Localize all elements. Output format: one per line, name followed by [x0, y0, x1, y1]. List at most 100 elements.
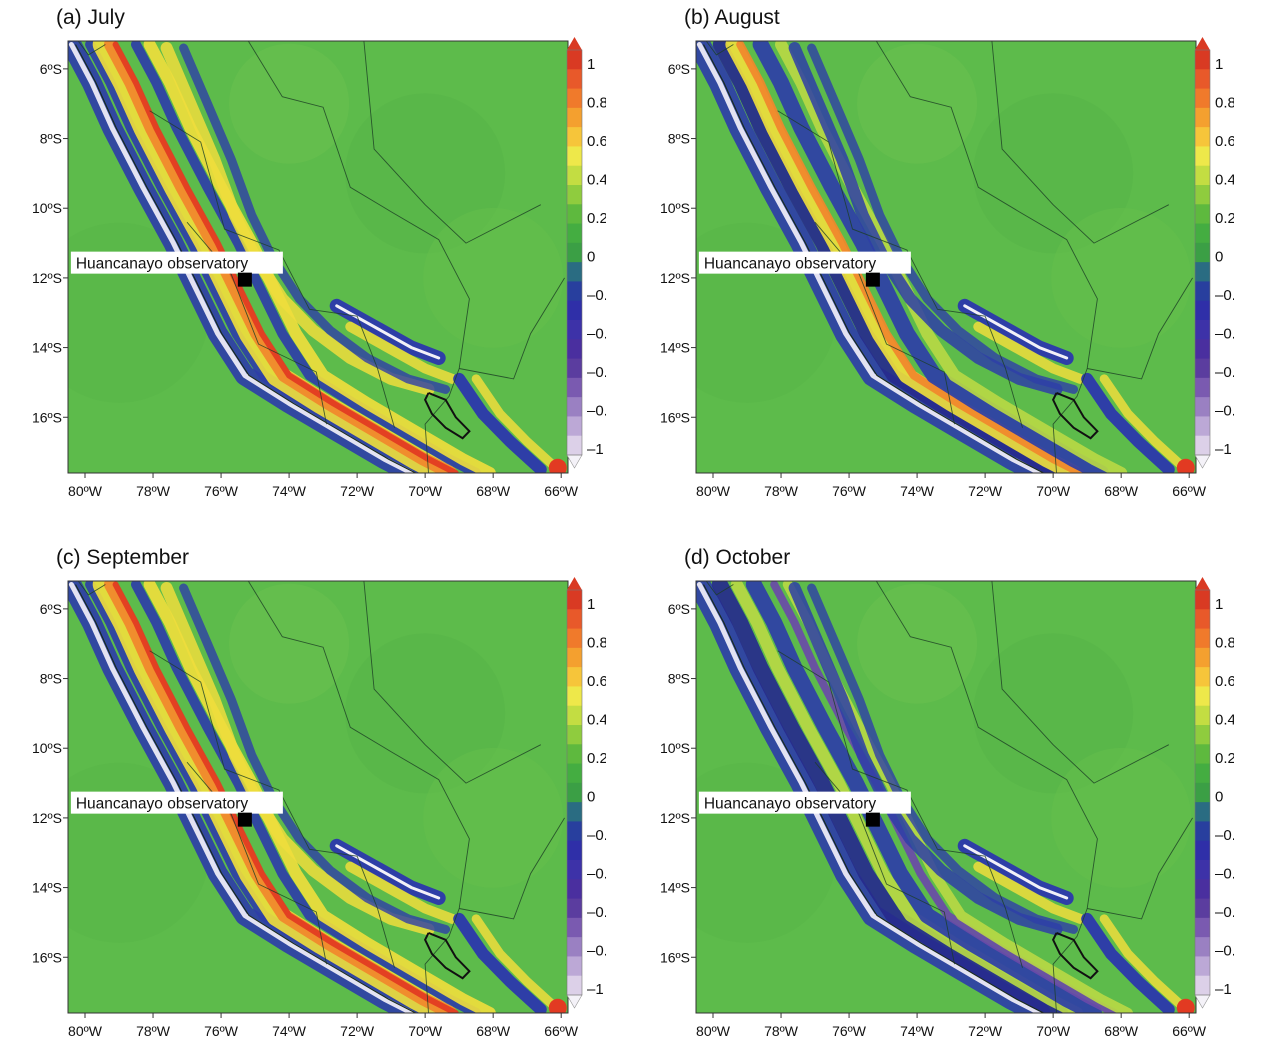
colorbar-top-arrow [567, 577, 582, 590]
colorbar-segment [1195, 436, 1210, 456]
colorbar-segment [1195, 783, 1210, 803]
colorbar-label: 0.4 [587, 172, 606, 189]
colorbar-segment [1195, 725, 1210, 745]
map-svg: 80ºW 78ºW 76ºW 74ºW 72ºW 70ºW 68ºW 66ºW6ºS8ºS10… [634, 544, 1234, 1054]
colorbar-label: –1 [587, 441, 604, 458]
colorbar-segment [567, 609, 582, 629]
map-svg: 80ºW 78ºW 76ºW 74ºW 72ºW 70ºW 68ºW 66ºW6ºS8ºS10… [634, 4, 1234, 514]
lon-tick-label: 72ºW [340, 483, 375, 499]
colorbar-segment [567, 436, 582, 456]
map-svg: 80ºW 78ºW 76ºW 74ºW 72ºW 70ºW 68ºW 66ºW6ºS8ºS10… [6, 544, 606, 1054]
colorbar-segment [1195, 802, 1210, 822]
field-patch [229, 584, 349, 704]
lon-tick-label: 78ºW [764, 1023, 799, 1039]
colorbar-segment [567, 937, 582, 957]
lon-tick-label: 80ºW [68, 483, 103, 499]
colorbar-segment [567, 320, 582, 340]
colorbar-segment [1195, 224, 1210, 244]
lon-tick-label: 70ºW [408, 1023, 443, 1039]
colorbar-label: 0.8 [1215, 95, 1234, 112]
field-patch [857, 584, 977, 704]
lat-tick-label: 10ºS [32, 740, 62, 756]
colorbar-label: 0 [1215, 789, 1223, 806]
lat-tick-label: 6ºS [40, 601, 62, 617]
lon-tick-label: 70ºW [1036, 483, 1071, 499]
observatory-label: Huancanayo observatory [704, 796, 877, 813]
colorbar-label: –0.2 [1215, 827, 1234, 844]
observatory-marker [238, 273, 252, 287]
colorbar-segment [567, 744, 582, 764]
lon-tick-label: 76ºW [204, 1023, 239, 1039]
colorbar-label: –0.4 [587, 866, 606, 883]
colorbar-label: 0.2 [1215, 750, 1234, 767]
lat-tick-label: 14ºS [660, 340, 690, 356]
lon-tick-label: 66ºW [544, 1023, 579, 1039]
lat-tick-label: 10ºS [32, 200, 62, 216]
colorbar-bottom-arrow [1195, 455, 1210, 468]
lon-tick-label: 66ºW [1172, 1023, 1207, 1039]
lon-tick-label: 68ºW [476, 483, 511, 499]
colorbar-segment [1195, 744, 1210, 764]
field-patch [229, 44, 349, 164]
map-panel-october: 80ºW 78ºW 76ºW 74ºW 72ºW 70ºW 68ºW 66ºW 6ºS 8ºS 10… [634, 544, 1234, 1054]
colorbar-segment [1195, 976, 1210, 996]
colorbar-label: 0 [1215, 249, 1223, 266]
colorbar-segment [1195, 262, 1210, 282]
colorbar-segment [567, 976, 582, 996]
lat-tick-label: 8ºS [40, 671, 62, 687]
colorbar-segment [1195, 956, 1210, 976]
lat-tick-label: 16ºS [32, 949, 62, 965]
colorbar-label: 0.4 [587, 712, 606, 729]
colorbar-segment [567, 243, 582, 263]
anomaly-hotspot [549, 999, 567, 1017]
colorbar-segment [1195, 204, 1210, 224]
colorbar-segment [567, 648, 582, 668]
colorbar-segment [1195, 590, 1210, 610]
colorbar-segment [567, 821, 582, 841]
colorbar-segment [567, 108, 582, 128]
colorbar-segment [1195, 89, 1210, 109]
panel-title: (a) July [56, 6, 125, 30]
lat-tick-label: 8ºS [668, 671, 690, 687]
colorbar-label: –0.8 [1215, 403, 1234, 420]
colorbar-label: 1 [587, 596, 595, 613]
colorbar-label: 1 [1215, 56, 1223, 73]
anomaly-hotspot [1177, 459, 1195, 477]
colorbar-segment [1195, 108, 1210, 128]
colorbar-label: –1 [1215, 441, 1232, 458]
colorbar-segment [567, 378, 582, 398]
colorbar-segment [567, 166, 582, 186]
lat-tick-label: 16ºS [660, 949, 690, 965]
colorbar-label: 0.6 [587, 673, 606, 690]
lon-tick-label: 72ºW [968, 1023, 1003, 1039]
colorbar-segment [1195, 50, 1210, 70]
colorbar-segment [567, 50, 582, 70]
colorbar-segment [1195, 764, 1210, 784]
lat-tick-label: 16ºS [660, 409, 690, 425]
colorbar-segment [1195, 609, 1210, 629]
field-patch [857, 44, 977, 164]
colorbar-segment [567, 899, 582, 919]
lon-tick-label: 68ºW [1104, 1023, 1139, 1039]
colorbar-segment [1195, 706, 1210, 726]
colorbar-segment [567, 860, 582, 880]
lat-tick-label: 14ºS [32, 880, 62, 896]
lat-tick-label: 10ºS [660, 200, 690, 216]
colorbar-label: 1 [587, 56, 595, 73]
lat-tick-label: 6ºS [40, 61, 62, 77]
lon-tick-label: 78ºW [136, 483, 171, 499]
colorbar-segment [1195, 166, 1210, 186]
colorbar-top-arrow [567, 37, 582, 50]
colorbar-segment [1195, 378, 1210, 398]
colorbar-segment [567, 590, 582, 610]
lon-tick-label: 68ºW [476, 1023, 511, 1039]
lon-tick-label: 76ºW [204, 483, 239, 499]
colorbar-label: –0.4 [1215, 326, 1234, 343]
colorbar-label: –0.6 [1215, 364, 1234, 381]
lon-tick-label: 74ºW [272, 483, 307, 499]
lat-tick-label: 16ºS [32, 409, 62, 425]
lon-tick-label: 78ºW [136, 1023, 171, 1039]
colorbar-segment [1195, 127, 1210, 147]
colorbar-segment [567, 185, 582, 205]
lat-tick-label: 12ºS [32, 270, 62, 286]
